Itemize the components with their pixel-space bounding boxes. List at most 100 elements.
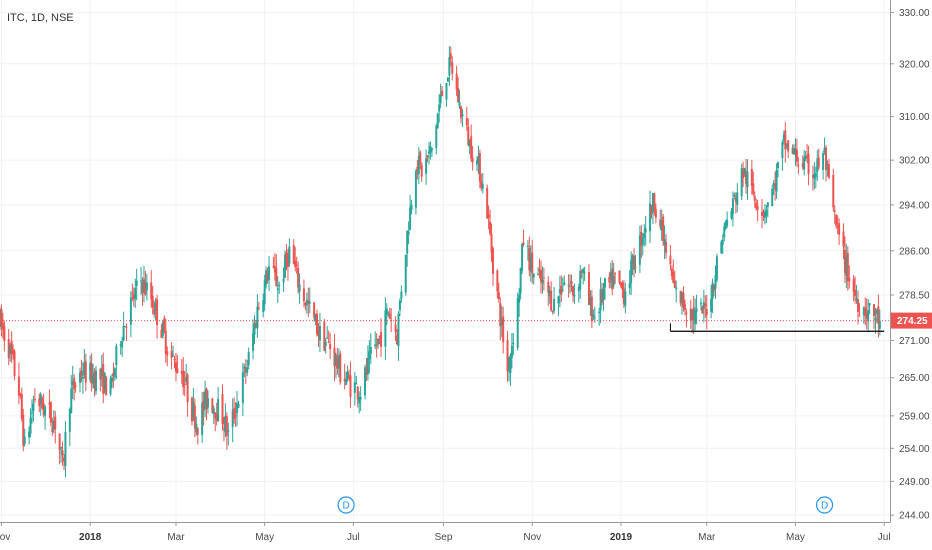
- candle-up: [813, 174, 816, 179]
- candle-up: [212, 408, 215, 415]
- candle-up: [641, 237, 644, 245]
- candle-down: [316, 313, 319, 335]
- candle-down: [90, 363, 93, 384]
- candle-down: [183, 384, 186, 386]
- candle-down: [567, 284, 570, 286]
- candle-up: [726, 219, 729, 226]
- candle-down: [734, 197, 737, 203]
- candle-down: [394, 324, 397, 332]
- candle-down: [601, 289, 604, 303]
- candle-up: [263, 280, 266, 305]
- candle-up: [29, 417, 32, 434]
- candle-up: [691, 309, 694, 320]
- candle-down: [420, 164, 423, 177]
- candle-up: [775, 169, 778, 192]
- candle-up: [384, 310, 387, 347]
- candle-up: [237, 403, 240, 408]
- candle-up: [100, 368, 103, 377]
- candle-down: [17, 376, 20, 396]
- candle-down: [74, 385, 77, 387]
- candle-up: [468, 140, 471, 147]
- candle-down: [20, 393, 23, 419]
- candle-up: [599, 289, 602, 311]
- candle-up: [721, 239, 724, 245]
- price-tick-label: 259.00: [899, 411, 930, 422]
- candle-up: [710, 298, 713, 312]
- candle-up: [771, 188, 774, 207]
- time-axis[interactable]: Nov 2018 Mar May Jul Sep Nov 2019 Mar May Jul: [0, 522, 891, 543]
- candle-up: [425, 158, 428, 174]
- candle-up: [660, 220, 663, 232]
- candle-up: [675, 287, 678, 290]
- candle-down: [451, 62, 454, 74]
- last-price-label: 274.25: [897, 316, 928, 327]
- candle-up: [121, 340, 124, 348]
- candle-up: [23, 436, 26, 445]
- candle-down: [843, 249, 846, 273]
- candle-down: [211, 398, 214, 413]
- candle-down: [618, 270, 621, 283]
- candle-up: [816, 158, 819, 173]
- candle-down: [467, 126, 470, 145]
- candle-down: [490, 234, 493, 253]
- candle-up: [436, 113, 439, 129]
- candle-up: [510, 345, 513, 359]
- candle-up: [192, 402, 195, 417]
- candle-down: [797, 165, 800, 167]
- candle-down: [848, 277, 851, 282]
- candle-up: [9, 344, 12, 355]
- candle-down: [244, 367, 247, 373]
- candle-down: [854, 289, 857, 297]
- candle-up: [521, 243, 524, 271]
- candlestick-series: [0, 46, 881, 478]
- candle-down: [865, 312, 868, 319]
- grid-lines: [0, 0, 890, 522]
- candle-down: [774, 183, 777, 190]
- candle-down: [190, 397, 193, 422]
- candle-down: [73, 378, 76, 390]
- candle-up: [256, 306, 259, 329]
- dividend-marker[interactable]: D: [815, 496, 834, 514]
- candle-down: [193, 405, 196, 429]
- candle-up: [68, 409, 71, 432]
- dividend-marker-label: D: [821, 501, 828, 512]
- candle-up: [532, 273, 535, 278]
- candle-up: [172, 354, 175, 356]
- candle-up: [103, 372, 106, 392]
- candle-up: [231, 410, 234, 428]
- candle-up: [723, 226, 726, 238]
- candle-down: [659, 219, 662, 227]
- candle-down: [486, 187, 489, 219]
- candle-down: [41, 398, 44, 409]
- candle-up: [358, 396, 361, 404]
- candle-up: [603, 278, 606, 288]
- candle-down: [105, 376, 108, 396]
- candle-down: [62, 457, 65, 462]
- candle-down: [761, 212, 764, 216]
- candle-up: [284, 254, 287, 278]
- candle-down: [286, 258, 289, 267]
- candle-down: [650, 206, 653, 214]
- candle-up: [782, 134, 785, 141]
- time-tick-label: Nov: [0, 532, 10, 543]
- candle-up: [563, 282, 566, 286]
- candle-up: [236, 403, 239, 414]
- candle-down: [42, 403, 45, 416]
- candle-down: [713, 285, 716, 291]
- candle-down: [622, 288, 625, 305]
- candle-up: [855, 298, 858, 301]
- price-tick-label: 294.00: [899, 200, 930, 211]
- candle-up: [438, 104, 441, 112]
- candle-down: [817, 157, 820, 168]
- candle-up: [70, 388, 73, 413]
- candle-down: [356, 386, 359, 400]
- candle-down: [496, 270, 499, 292]
- dividend-marker[interactable]: D: [337, 496, 355, 514]
- candle-up: [868, 303, 871, 306]
- candle-down: [470, 136, 473, 159]
- candle-down: [547, 281, 550, 293]
- price-axis[interactable]: 244.00 249.00 254.00 259.00 265.00 271.00 278.…: [890, 0, 932, 522]
- candle-up: [777, 162, 780, 169]
